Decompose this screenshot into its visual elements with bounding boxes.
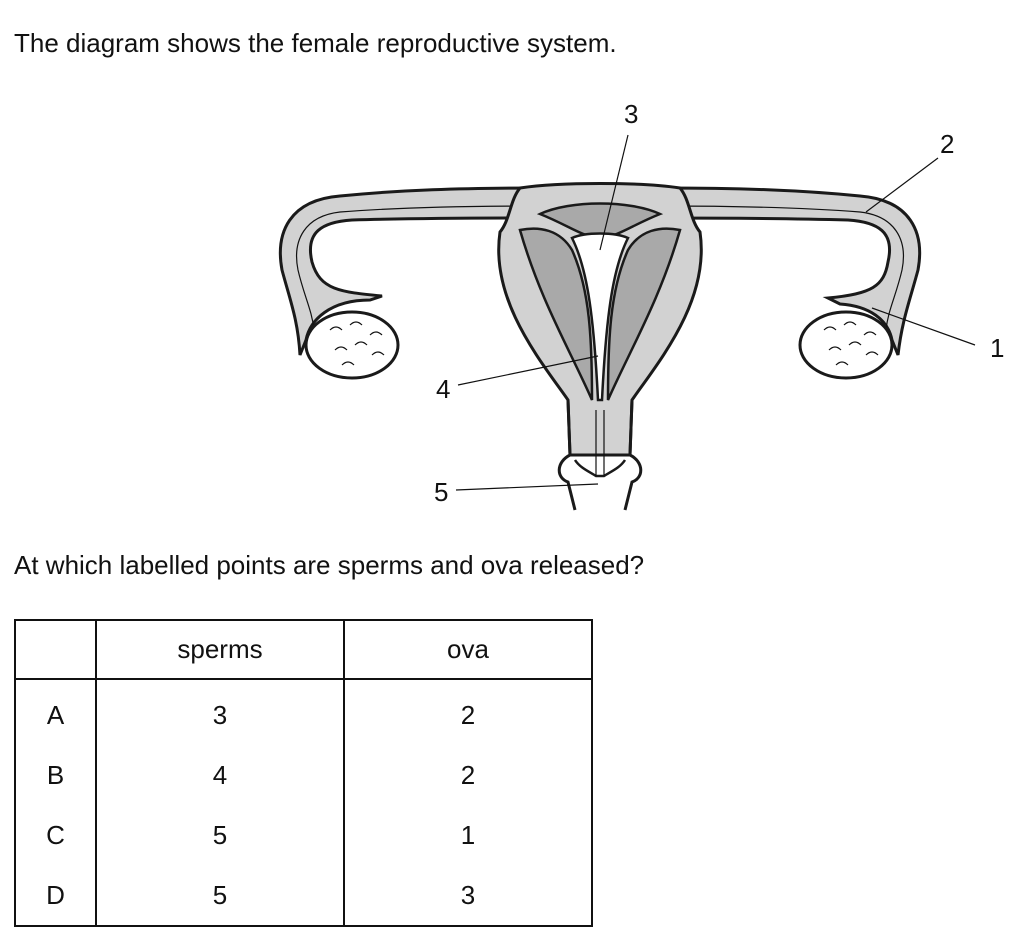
ova-cell: 1 [343, 805, 593, 865]
uterine-lining-right [606, 227, 682, 401]
header-blank [14, 619, 97, 680]
ova-cell: 3 [343, 865, 593, 927]
uterine-lining-left [518, 227, 594, 401]
label-5: 5 [434, 477, 448, 507]
table-header-row: sperms ova [14, 619, 593, 680]
label-4: 4 [436, 374, 450, 404]
label-1: 1 [990, 333, 1004, 363]
option-label: D [14, 865, 97, 927]
table-row: B 4 2 [14, 745, 593, 805]
female-reproductive-system-diagram: 1 2 3 4 5 [278, 99, 1004, 511]
leader-1 [871, 307, 976, 346]
table-row: A 3 2 [14, 679, 593, 745]
uterine-cavity [570, 232, 630, 402]
table-row: D 5 3 [14, 865, 593, 927]
intro-text: The diagram shows the female reproductiv… [14, 28, 617, 58]
option-label: B [14, 745, 97, 805]
sperms-cell: 5 [95, 865, 345, 927]
question-text: At which labelled points are sperms and … [14, 550, 645, 580]
vagina [573, 459, 627, 478]
leader-5 [455, 483, 599, 491]
option-label: A [14, 679, 97, 745]
ovary-left [304, 310, 400, 380]
table-row: C 5 1 [14, 805, 593, 865]
leader-4 [457, 355, 599, 386]
uterine-cavity-top [536, 202, 664, 240]
ova-cell: 2 [343, 745, 593, 805]
sperms-cell: 3 [95, 679, 345, 745]
leader-2 [865, 157, 939, 213]
header-ova: ova [343, 619, 593, 680]
label-2: 2 [940, 129, 954, 159]
label-3: 3 [624, 99, 638, 129]
ovary-right [798, 310, 894, 380]
sperms-cell: 4 [95, 745, 345, 805]
sperms-cell: 5 [95, 805, 345, 865]
header-sperms: sperms [95, 619, 345, 680]
ova-cell: 2 [343, 679, 593, 745]
cervix [557, 399, 643, 511]
answer-table: sperms ova A 3 2 B 4 2 C 5 1 D 5 3 [14, 619, 593, 927]
option-label: C [14, 805, 97, 865]
leader-3 [599, 134, 629, 251]
